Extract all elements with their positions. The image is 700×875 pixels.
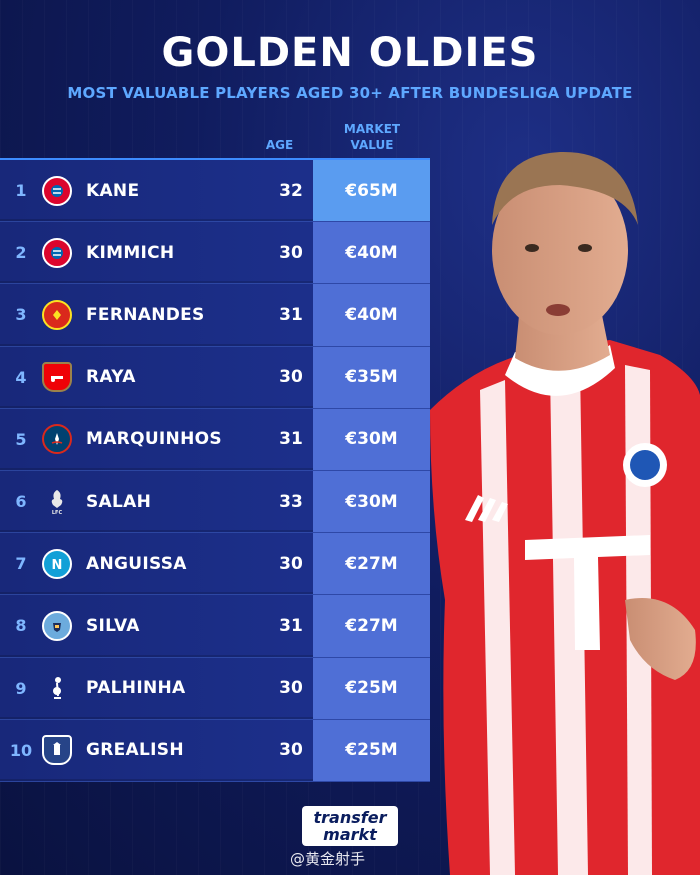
page-subtitle: MOST VALUABLE PLAYERS AGED 30+ AFTER BUN… — [67, 84, 633, 102]
rank-number: 3 — [15, 305, 27, 325]
transfermarkt-logo: transfer markt — [302, 806, 398, 846]
market-value: €25M — [313, 657, 430, 719]
market-value: €30M — [313, 408, 430, 470]
player-age: 31 — [279, 615, 303, 636]
table-row: 6 LFC SALAH 33 €30M — [0, 470, 430, 534]
column-header-age: AGE — [265, 138, 294, 152]
table-row: 7 N ANGUISSA 30 €27M — [0, 533, 430, 596]
player-age: 30 — [279, 242, 303, 263]
rank-number: 7 — [15, 554, 27, 574]
rank-number: 10 — [9, 740, 33, 760]
market-value: €40M — [313, 284, 430, 346]
player-name: GREALISH — [86, 740, 184, 761]
rank-number: 9 — [15, 678, 27, 698]
bayern-crest-icon — [42, 237, 72, 268]
tottenham-crest-icon — [42, 673, 72, 703]
liverpool-crest-icon: LFC — [42, 487, 72, 517]
table-row: 5 MARQUINHOS 31 €30M — [0, 408, 430, 471]
napoli-crest-icon: N — [42, 548, 72, 579]
market-value: €65M — [313, 160, 430, 222]
market-value: €27M — [313, 533, 430, 595]
table-row: 10 GREALISH 30 €25M — [0, 719, 430, 782]
rank-number: 2 — [15, 243, 27, 263]
table-row: 1 KANE 32 €65M — [0, 160, 430, 223]
player-name: SALAH — [86, 491, 152, 512]
arsenal-crest-icon — [42, 362, 72, 393]
rank-number: 4 — [15, 367, 27, 387]
player-age: 30 — [279, 367, 303, 388]
player-age: 31 — [279, 429, 303, 450]
watermark-text: @黄金射手 — [290, 850, 366, 868]
market-value: €40M — [313, 222, 430, 284]
player-name: RAYA — [86, 367, 136, 388]
player-name: MARQUINHOS — [86, 429, 222, 450]
table-row: 4 RAYA 30 €35M — [0, 346, 430, 409]
column-header-market-value-line1: MARKET — [343, 122, 401, 136]
player-name: FERNANDES — [86, 304, 205, 325]
table-row: 8 SILVA 31 €27M — [0, 595, 430, 658]
rank-number: 6 — [15, 492, 27, 512]
bayern-crest-icon — [42, 175, 72, 206]
market-value: €30M — [313, 470, 430, 533]
player-name: KANE — [86, 180, 140, 201]
player-name: ANGUISSA — [86, 553, 187, 574]
player-age: 30 — [279, 678, 303, 699]
rank-number: 8 — [15, 616, 27, 636]
rank-number: 5 — [15, 429, 27, 449]
logo-line2: markt — [323, 825, 377, 844]
table-row: 3 FERNANDES 31 €40M — [0, 284, 430, 347]
column-header-market-value-line2: VALUE — [350, 138, 394, 152]
player-age: 32 — [279, 180, 303, 201]
market-value: €35M — [313, 346, 430, 408]
svg-text:N: N — [52, 558, 63, 572]
market-value: €27M — [313, 595, 430, 657]
player-age: 30 — [279, 553, 303, 574]
market-value: €25M — [313, 719, 430, 781]
table-row: 2 KIMMICH 30 €40M — [0, 222, 430, 285]
player-name: PALHINHA — [86, 678, 186, 699]
svg-text:LFC: LFC — [52, 510, 63, 516]
man-united-crest-icon — [42, 299, 72, 330]
man-city-crest-icon — [42, 610, 72, 641]
player-age: 33 — [279, 491, 303, 512]
ranking-table: 1 KANE 32 €65M 2 KIMMICH 30 €40M 3 FERNA… — [0, 158, 430, 782]
player-name: KIMMICH — [86, 242, 175, 263]
page-title: GOLDEN OLDIES — [161, 30, 539, 76]
everton-crest-icon — [42, 735, 72, 766]
column-header-market-value: MARKET VALUE — [333, 121, 411, 153]
player-age: 30 — [279, 740, 303, 761]
player-photo — [430, 151, 700, 875]
rank-number: 1 — [15, 181, 27, 201]
player-age: 31 — [279, 304, 303, 325]
logo-line1: transfer — [313, 808, 387, 827]
player-name: SILVA — [86, 615, 140, 636]
table-row: 9 PALHINHA 30 €25M — [0, 657, 430, 720]
psg-crest-icon — [42, 424, 72, 455]
